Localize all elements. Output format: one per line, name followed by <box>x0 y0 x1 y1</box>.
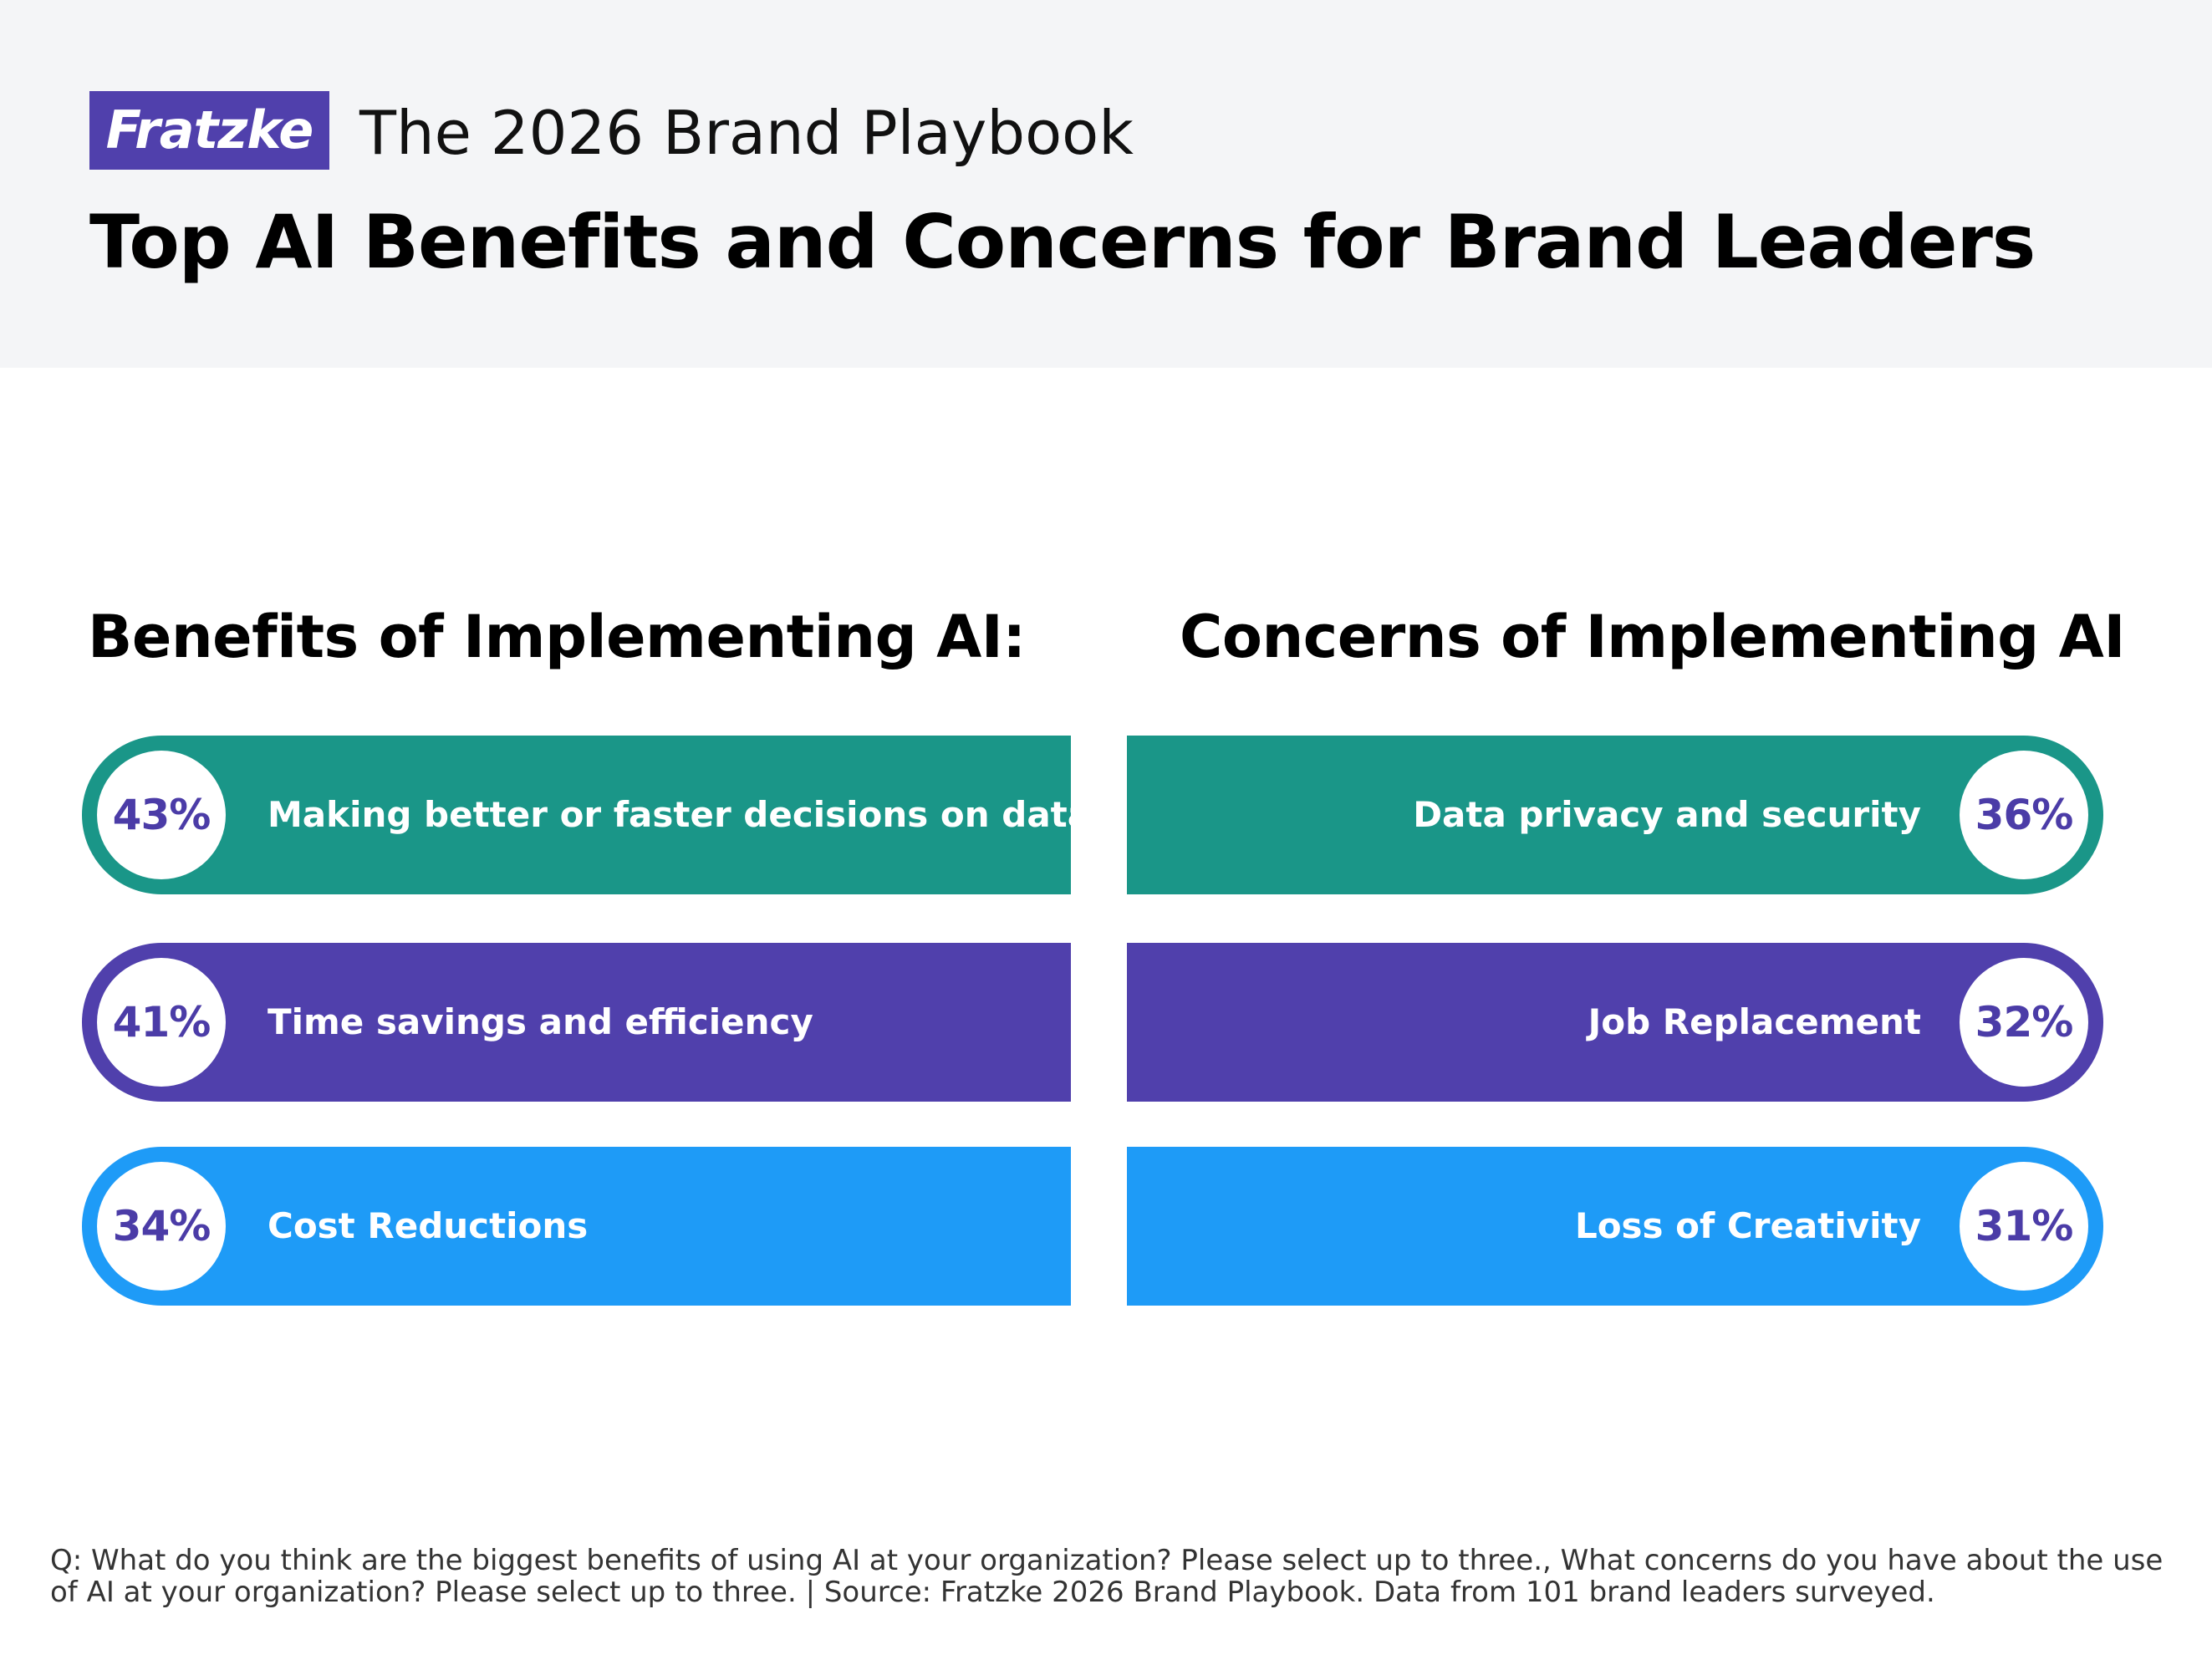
benefit-bar-2: 41% Time savings and efficiency <box>82 943 1071 1102</box>
concern-bar-3: 31% Loss of Creativity <box>1127 1147 2103 1306</box>
concern-percent-badge-1: 36% <box>1960 751 2088 879</box>
benefit-percent-badge-1: 43% <box>97 751 226 879</box>
concern-label-3: Loss of Creativity <box>1574 1205 1921 1246</box>
benefit-label-2: Time savings and efficiency <box>268 1001 813 1042</box>
fratzke-logo: Fratzke <box>89 91 329 170</box>
chart-title: Top AI Benefits and Concerns for Brand L… <box>89 199 2036 285</box>
report-subtitle: The 2026 Brand Playbook <box>359 98 1134 168</box>
concern-label-2: Job Replacement <box>1588 1001 1921 1042</box>
benefit-label-1: Making better or faster decisions on dat… <box>268 794 1092 835</box>
concern-bar-1: 36% Data privacy and security <box>1127 736 2103 894</box>
benefit-bar-3: 34% Cost Reductions <box>82 1147 1071 1306</box>
benefit-label-3: Cost Reductions <box>268 1205 589 1246</box>
benefit-bar-1: 43% Making better or faster decisions on … <box>82 736 1091 894</box>
concern-label-1: Data privacy and security <box>1413 794 1921 835</box>
benefits-heading: Benefits of Implementing AI: <box>88 603 1026 671</box>
benefit-percent-badge-2: 41% <box>97 958 226 1087</box>
concern-bar-2: 32% Job Replacement <box>1127 943 2103 1102</box>
concerns-heading: Concerns of Implementing AI <box>1180 603 2125 671</box>
concern-percent-badge-2: 32% <box>1960 958 2088 1087</box>
footnote-source: Q: What do you think are the biggest ben… <box>50 1544 2164 1609</box>
benefit-percent-badge-3: 34% <box>97 1162 226 1291</box>
concern-percent-badge-3: 31% <box>1960 1162 2088 1291</box>
header-band: Fratzke The 2026 Brand Playbook Top AI B… <box>0 0 2212 368</box>
